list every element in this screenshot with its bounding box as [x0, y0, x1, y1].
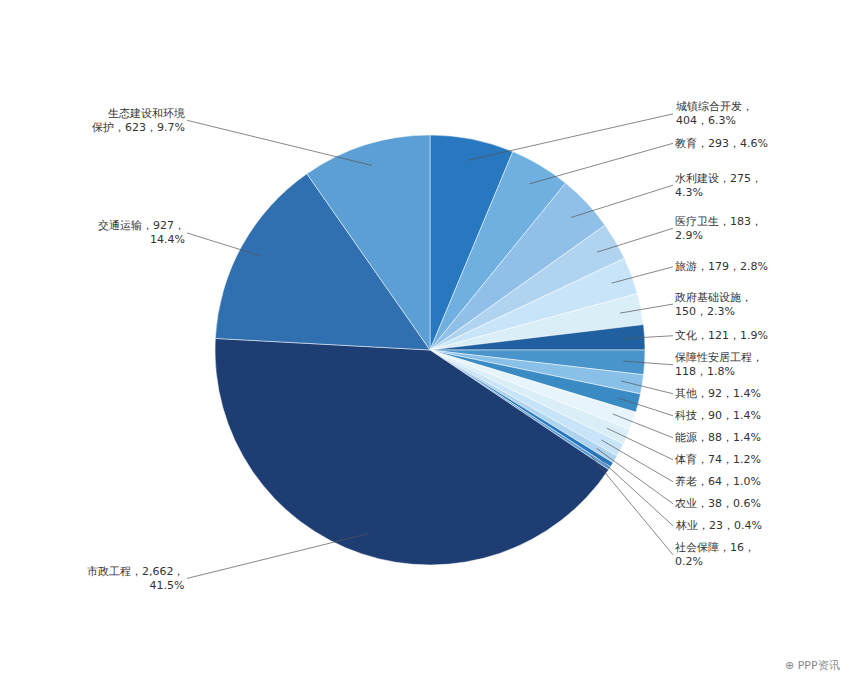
svg-text:社会保障，16，0.2%: 社会保障，16，0.2%	[675, 541, 755, 568]
svg-text:医疗卫生，183，2.9%: 医疗卫生，183，2.9%	[675, 215, 762, 242]
svg-text:⊕ PPP资讯: ⊕ PPP资讯	[785, 659, 840, 672]
svg-text:能源，88，1.4%: 能源，88，1.4%	[675, 431, 761, 444]
svg-text:其他，92，1.4%: 其他，92，1.4%	[675, 387, 761, 400]
svg-text:交通运输，927，14.4%: 交通运输，927，14.4%	[98, 219, 185, 246]
svg-text:水利建设，275，4.3%: 水利建设，275，4.3%	[675, 172, 762, 199]
svg-text:文化，121，1.9%: 文化，121，1.9%	[675, 329, 768, 342]
svg-text:体育，74，1.2%: 体育，74，1.2%	[675, 453, 761, 466]
svg-text:林业，23，0.4%: 林业，23，0.4%	[675, 519, 762, 532]
svg-text:教育，293，4.6%: 教育，293，4.6%	[675, 137, 768, 150]
svg-text:生态建设和环境保护，623，9.7%: 生态建设和环境保护，623，9.7%	[92, 107, 185, 134]
svg-text:农业，38，0.6%: 农业，38，0.6%	[675, 497, 761, 510]
svg-text:科技，90，1.4%: 科技，90，1.4%	[675, 409, 761, 422]
svg-text:养老，64，1.0%: 养老，64，1.0%	[675, 475, 761, 488]
svg-text:政府基础设施，150，2.3%: 政府基础设施，150，2.3%	[675, 291, 752, 318]
svg-text:城镇综合开发，404，6.3%: 城镇综合开发，404，6.3%	[675, 100, 753, 127]
svg-text:市政工程，2,662，41.5%: 市政工程，2,662，41.5%	[87, 565, 185, 592]
svg-text:保障性安居工程，118，1.8%: 保障性安居工程，118，1.8%	[675, 351, 763, 378]
svg-text:旅游，179，2.8%: 旅游，179，2.8%	[675, 260, 768, 273]
